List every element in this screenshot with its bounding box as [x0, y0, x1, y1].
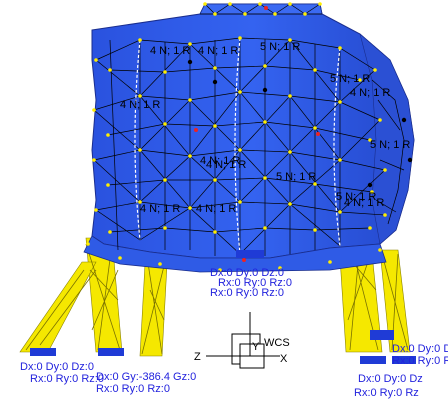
load-label: 4 N; 1 R	[196, 203, 236, 215]
load-label: 4 N; 1 R	[200, 155, 240, 167]
constraint-label: Rx:0 Ry:0 Rz:0	[210, 287, 284, 299]
load-label: 5 N; 1 R	[276, 171, 316, 183]
load-label: 5 N; 1 R	[370, 139, 410, 151]
constraint-labels: Dx:0 Dy:0 Dz:0 Rx:0 Ry:0 Rz:0 Rx:0 Ry:0 …	[20, 267, 448, 399]
section-lines	[134, 37, 341, 255]
constraint-block[interactable]	[392, 356, 416, 364]
constraint-label: Dx:0 Dy:0 Dz:0	[20, 361, 94, 373]
load-label: 5 N; 1 R	[336, 191, 376, 203]
wcs-triad[interactable]: WCS X Y Z	[194, 312, 290, 369]
constraint-block[interactable]	[370, 330, 394, 340]
right-rear-leg	[379, 249, 411, 353]
load-label: 4 N; 1 R	[350, 87, 390, 99]
constraint-label: Dx:0 Dy:0 Dz	[358, 373, 423, 385]
constraint-markers[interactable]	[30, 250, 416, 364]
constraint-label: Rx:0 Ry:0 Rz:0	[96, 383, 170, 395]
triad-y-label: Y	[252, 341, 260, 353]
load-label: 4 N; 1 R	[150, 45, 190, 57]
load-label: 4 N; 1 R	[198, 45, 238, 57]
load-labels: 4 N; 1 R 4 N; 1 R 5 N; 1 R 4 N; 1 R 5 N;…	[120, 41, 410, 215]
constraint-label: Dx:0 Dy:0 Dz:0	[210, 267, 284, 279]
load-label: 4 N; 1 R	[344, 197, 384, 209]
constraint-label: Rx:0 Ry:0 Rz:0	[218, 277, 292, 289]
constraint-block[interactable]	[98, 348, 124, 356]
load-label: 4 N; 1 R	[120, 99, 160, 111]
constraint-label: Rx:0 Ry:0 Rz	[354, 387, 419, 399]
constraint-label: Rx:0 Ry:0 Rz:0	[30, 373, 104, 385]
triad-x-label: X	[280, 353, 288, 365]
triad-z-label: Z	[194, 351, 201, 363]
constraint-block[interactable]	[30, 348, 56, 356]
constraint-label: Rx:0 Ry:0 Rz	[392, 355, 448, 367]
triad-label: WCS	[264, 337, 290, 349]
constraint-block[interactable]	[360, 356, 386, 364]
tank-body[interactable]	[83, 3, 415, 273]
load-label: 5 N; 1 R	[330, 73, 370, 85]
constraint-label: Dx:0 Dy:0 Dz	[392, 343, 448, 355]
constraint-label: Dx:0 Gy:-386.4 Gz:0	[96, 371, 196, 383]
accent-nodes	[187, 6, 413, 262]
load-label: 4 N; 1 R	[206, 159, 246, 171]
load-label: 4 N; 1 R	[140, 203, 180, 215]
constraint-block[interactable]	[236, 250, 264, 258]
mesh-nodes	[86, 2, 387, 272]
load-label: 5 N; 1 R	[260, 41, 300, 53]
